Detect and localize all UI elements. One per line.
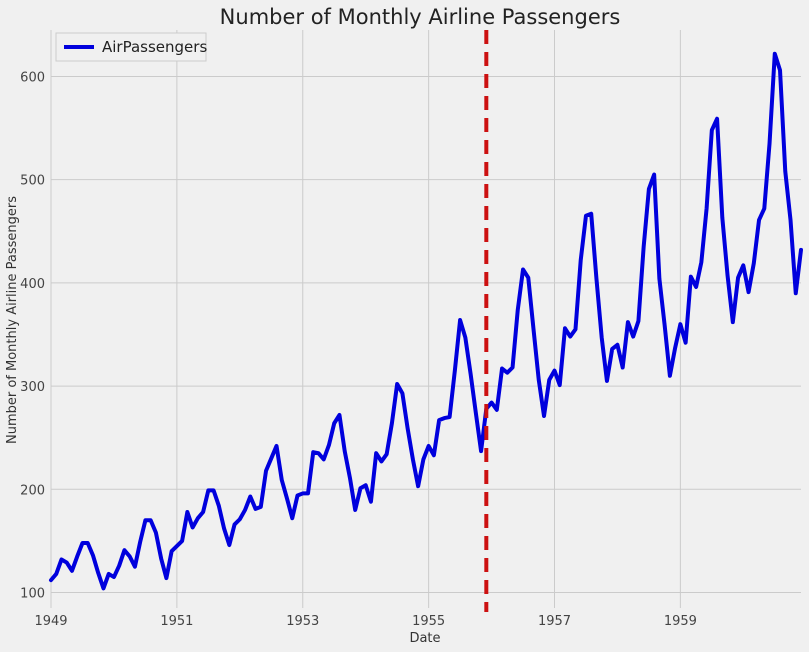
y-tick-label: 400 bbox=[20, 277, 45, 292]
x-axis-ticks: 1949 1951 1953 1955 1957 1959 bbox=[34, 614, 696, 629]
y-tick-label: 100 bbox=[20, 587, 45, 602]
x-tick-label: 1957 bbox=[538, 614, 571, 629]
series-layer bbox=[49, 51, 803, 591]
chart-title: Number of Monthly Airline Passengers bbox=[220, 5, 621, 29]
series-line-AirPassengers bbox=[49, 51, 803, 591]
x-tick-label: 1955 bbox=[412, 614, 445, 629]
x-tick-label: 1949 bbox=[34, 614, 67, 629]
legend: AirPassengers bbox=[55, 32, 207, 62]
x-tick-label: 1959 bbox=[664, 614, 697, 629]
x-tick-label: 1953 bbox=[286, 614, 319, 629]
x-tick-label: 1951 bbox=[160, 614, 193, 629]
y-tick-label: 500 bbox=[20, 174, 45, 189]
y-axis-label: Number of Monthly Airline Passengers bbox=[5, 196, 20, 444]
grid bbox=[50, 30, 801, 608]
legend-label: AirPassengers bbox=[102, 38, 207, 56]
y-tick-label: 300 bbox=[20, 380, 45, 395]
y-axis-ticks: 100 200 300 400 500 600 bbox=[20, 70, 45, 601]
x-axis-label: Date bbox=[409, 631, 440, 646]
y-tick-label: 200 bbox=[20, 483, 45, 498]
y-tick-label: 600 bbox=[20, 70, 45, 85]
